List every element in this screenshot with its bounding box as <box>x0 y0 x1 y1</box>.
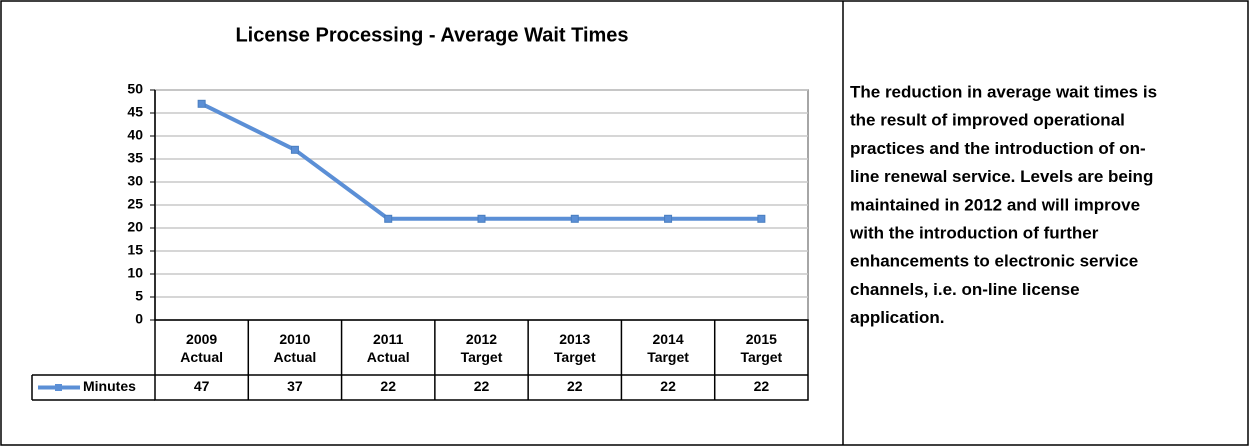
x-tick-label: 2013 Target <box>553 331 596 365</box>
table-value: 37 <box>287 378 303 394</box>
y-tick-label: 50 <box>127 81 143 97</box>
description-line: with the introduction of further <box>849 223 1099 242</box>
point-marker <box>197 99 206 108</box>
description-line: line renewal service. Levels are being <box>850 167 1153 186</box>
y-tick-label: 40 <box>127 127 143 143</box>
description-line: maintained in 2012 and will improve <box>850 195 1140 214</box>
table-border <box>154 319 809 401</box>
point-marker <box>384 214 393 223</box>
table-value: 22 <box>474 378 490 394</box>
description-line: the result of improved operational <box>850 111 1125 130</box>
table-value: 22 <box>660 378 676 394</box>
x-tick-label: 2014 Target <box>647 331 689 365</box>
y-tick-label: 20 <box>127 219 143 235</box>
chart-title: License Processing - Average Wait Times <box>235 24 628 46</box>
description-line: application. <box>850 308 944 327</box>
description-line: channels, i.e. on-line license <box>850 280 1080 299</box>
x-tick-label: 2011 Actual <box>366 331 410 365</box>
table-value: 22 <box>567 378 583 394</box>
point-marker <box>757 214 766 223</box>
y-tick-label: 5 <box>135 288 143 304</box>
x-tick-label: 2015 Target <box>740 331 783 365</box>
table-value: 22 <box>754 378 770 394</box>
legend-label: Minutes <box>83 378 136 394</box>
description-line: practices and the introduction of on- <box>850 139 1146 158</box>
x-tick-label: 2012 Target <box>460 331 503 365</box>
legend-marker <box>55 384 62 391</box>
y-tick-label: 15 <box>127 242 143 258</box>
y-tick-label: 30 <box>127 173 143 189</box>
x-tick-label: 2010 Actual <box>273 331 317 365</box>
table-value: 47 <box>194 378 210 394</box>
description-line: enhancements to electronic service <box>850 252 1138 271</box>
point-marker <box>477 214 486 223</box>
y-tick-label: 0 <box>135 311 143 327</box>
point-marker <box>290 145 299 154</box>
table-value: 22 <box>380 378 396 394</box>
y-tick-label: 35 <box>127 150 143 166</box>
y-tick-label: 25 <box>127 196 143 212</box>
point-marker <box>664 214 673 223</box>
y-tick-label: 45 <box>127 104 143 120</box>
point-marker <box>570 214 579 223</box>
y-tick-label: 10 <box>127 265 143 281</box>
x-tick-label: 2009 Actual <box>180 331 224 365</box>
description-line: The reduction in average wait times is <box>850 82 1157 101</box>
